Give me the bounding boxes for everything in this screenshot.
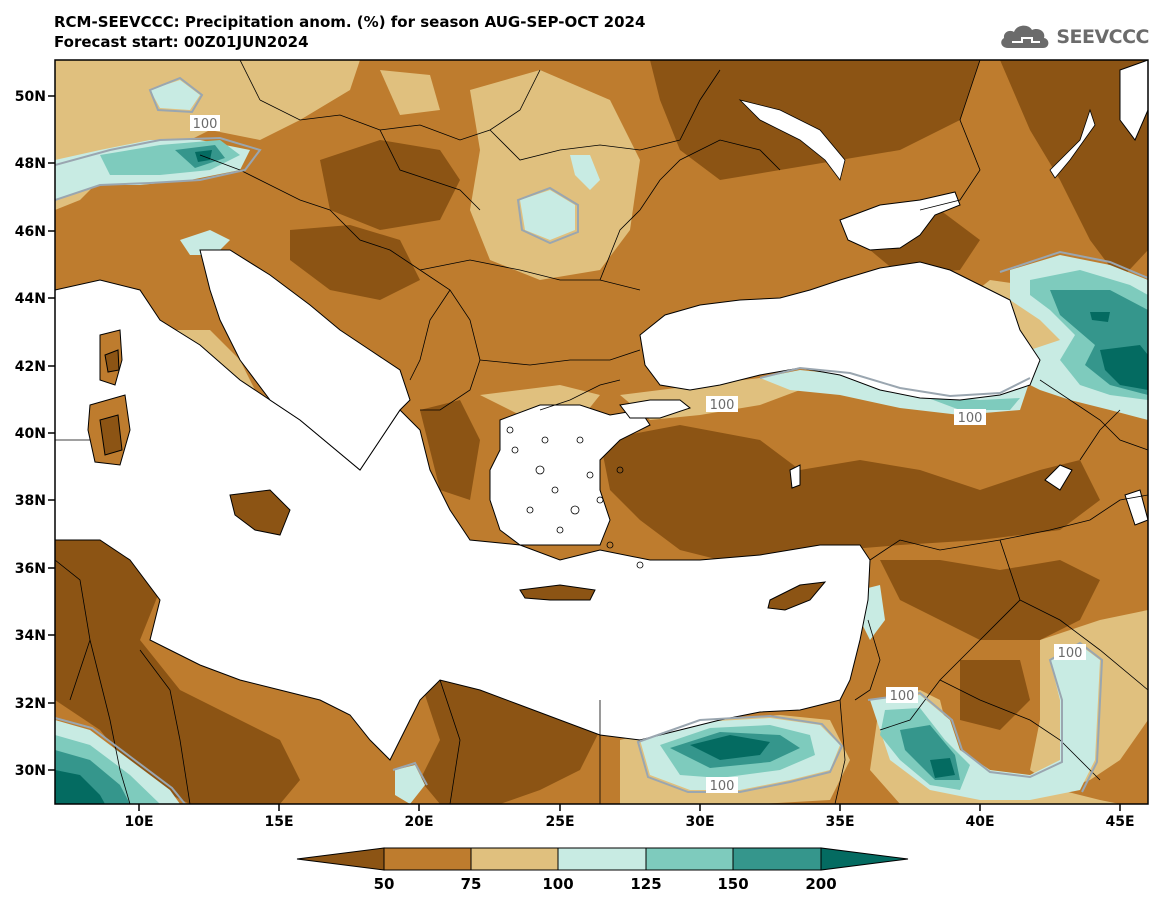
lat-label: 40N: [15, 426, 46, 442]
colorbar-label: 50: [374, 875, 395, 893]
lon-label: 40E: [965, 814, 994, 830]
lat-label: 48N: [15, 156, 46, 172]
colorbar-segment: [732, 847, 822, 871]
field-below-50: [55, 60, 1148, 804]
map-title: RCM-SEEVCCC: Precipitation anom. (%) for…: [54, 13, 646, 31]
forecast-start-label: Forecast start: 00Z01JUN2024: [54, 33, 309, 51]
lat-label: 44N: [15, 291, 46, 307]
lon-label: 45E: [1105, 814, 1134, 830]
sea-areas: [55, 60, 1148, 761]
colorbar-segment: [645, 847, 734, 871]
contour-label: 100: [193, 117, 218, 132]
lat-label: 30N: [15, 763, 46, 779]
seevccc-logo: SEEVCCC: [998, 22, 1149, 52]
lat-label: 34N: [15, 628, 46, 644]
lon-label: 30E: [685, 814, 714, 830]
colorbar-right-triangle: [820, 847, 909, 871]
map-frame: [54, 59, 1149, 805]
contour-label: 100: [958, 411, 983, 426]
colorbar-left-triangle: [296, 847, 385, 871]
colorbar-segment: [383, 847, 472, 871]
lon-label: 15E: [264, 814, 293, 830]
colorbar-label: 125: [630, 875, 661, 893]
cloud-icon: [1001, 25, 1049, 48]
colorbar-label: 75: [461, 875, 482, 893]
colorbar-segment: [470, 847, 559, 871]
lat-ticks: [48, 95, 55, 771]
contour-labels: 100 100 100 100 100 100: [190, 115, 1086, 794]
contour-label: 100: [890, 689, 915, 704]
colorbar-label: 100: [542, 875, 573, 893]
lon-label: 20E: [404, 814, 433, 830]
contour-100-lines: [55, 76, 1148, 804]
colorbar: 50 75 100 125 150 200: [296, 847, 909, 893]
lon-label: 25E: [545, 814, 574, 830]
logo-text: SEEVCCC: [1056, 26, 1149, 48]
contour-label: 100: [710, 398, 735, 413]
contour-label: 100: [710, 779, 735, 794]
lat-label: 46N: [15, 224, 46, 240]
colorbar-segment: [557, 847, 647, 871]
lat-label: 38N: [15, 493, 46, 509]
lat-label: 32N: [15, 696, 46, 712]
colorbar-label: 200: [805, 875, 836, 893]
lat-label: 50N: [15, 89, 46, 105]
islands: [87, 329, 827, 611]
lon-ticks: [138, 804, 1121, 811]
lat-label: 42N: [15, 359, 46, 375]
lon-labels: 10E 15E 20E 25E 30E 35E 40E 45E: [124, 814, 1134, 830]
contour-label: 100: [1058, 646, 1083, 661]
aegean-islands: [506, 426, 644, 569]
lat-label: 36N: [15, 561, 46, 577]
lon-label: 35E: [825, 814, 854, 830]
lat-labels: 50N 48N 46N 44N 42N 40N 38N 36N 34N 32N …: [15, 89, 46, 779]
lon-label: 10E: [124, 814, 153, 830]
map-field: 100 100 100 100 100 100: [55, 60, 1148, 804]
colorbar-label: 150: [717, 875, 748, 893]
